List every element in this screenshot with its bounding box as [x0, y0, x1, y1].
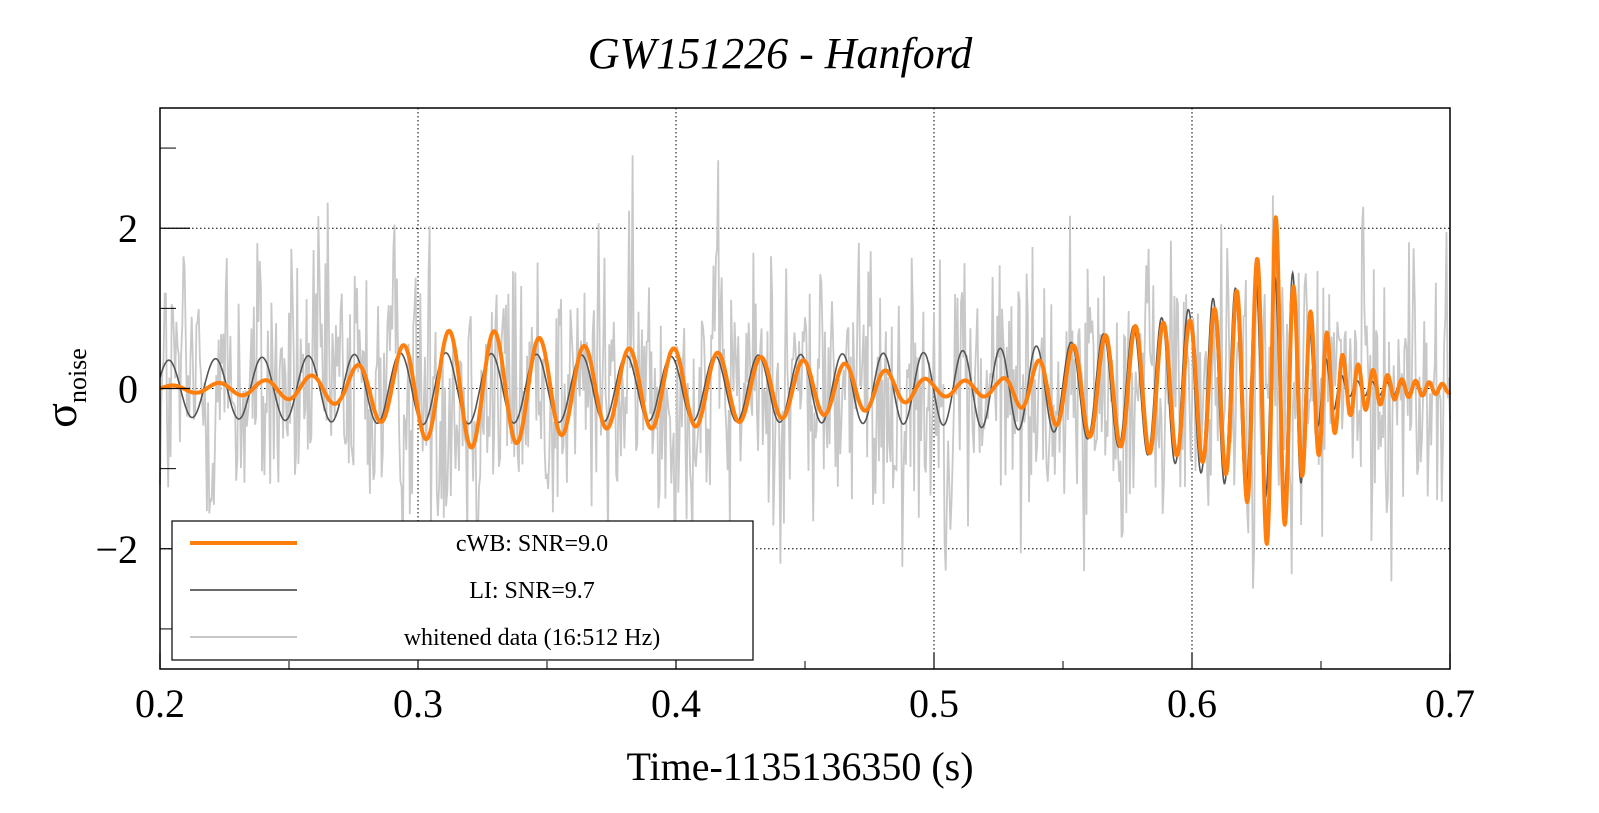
x-tick-label: 0.3 [393, 681, 443, 726]
chart-title: GW151226 - Hanford [588, 29, 974, 78]
y-axis-label-subscript: noise [63, 348, 92, 403]
x-tick-label: 0.7 [1425, 681, 1475, 726]
x-tick-label: 0.2 [135, 681, 185, 726]
series-whitened-data [159, 155, 1451, 589]
series-layer [158, 155, 1452, 589]
y-tick-label: −2 [95, 527, 138, 572]
legend-label-li: LI: SNR=9.7 [469, 578, 595, 604]
y-axis-label: σnoise [35, 348, 92, 428]
tick-labels: 0.2 0.3 0.4 0.5 0.6 0.7 −2 0 2 [95, 206, 1475, 726]
legend: cWB: SNR=9.0 LI: SNR=9.7 whitened data (… [171, 520, 754, 661]
series-cwb [158, 215, 1452, 546]
x-tick-label: 0.6 [1167, 681, 1217, 726]
x-axis-label: Time-1135136350 (s) [626, 744, 973, 789]
y-tick-label: 0 [118, 367, 138, 412]
legend-label-cwb: cWB: SNR=9.0 [456, 531, 608, 557]
y-axis-label-sigma: σ [35, 403, 86, 428]
legend-label-whitened: whitened data (16:512 Hz) [404, 625, 661, 651]
y-tick-label: 2 [118, 206, 138, 251]
x-tick-label: 0.4 [651, 681, 701, 726]
x-tick-label: 0.5 [909, 681, 959, 726]
